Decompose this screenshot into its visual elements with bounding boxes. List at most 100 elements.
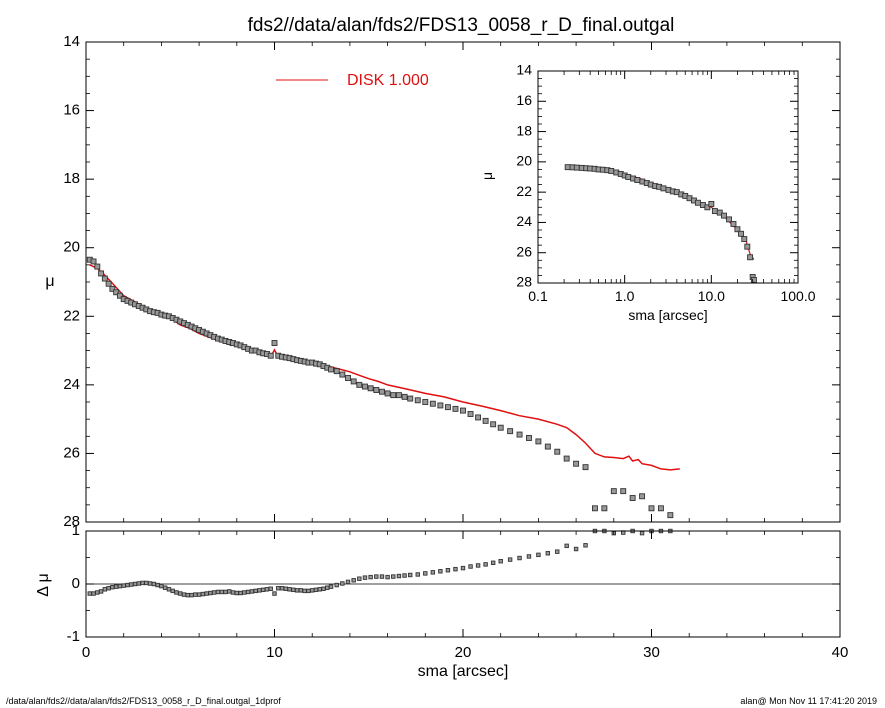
inset-y-tick-label: 20 [516, 153, 532, 169]
data-point [490, 421, 497, 428]
residual-point [178, 591, 183, 596]
data-point [460, 407, 466, 414]
residual-point [242, 590, 247, 595]
main-y-tick-label: 24 [63, 376, 80, 393]
inset-data-point [711, 208, 718, 215]
inset-y-axis-label: μ [479, 172, 495, 180]
inset-data-point [625, 174, 632, 180]
residual-y-tick-label: -1 [67, 628, 80, 645]
residual-point [321, 586, 326, 591]
data-point [429, 400, 436, 407]
residual-point [328, 584, 334, 589]
inset-data-point [708, 201, 715, 207]
residual-point [272, 591, 277, 596]
inset-y-tick-label: 14 [516, 62, 532, 78]
main-y-tick-label: 26 [63, 444, 80, 461]
residual-point [385, 574, 390, 580]
data-point [271, 340, 278, 346]
inset-data-points [564, 164, 757, 283]
data-point [378, 388, 385, 395]
residual-point [211, 590, 217, 595]
inset-data-point [694, 199, 701, 206]
main-y-tick-label: 18 [63, 170, 80, 187]
residual-point [475, 563, 481, 568]
main-y-axis-label: μ [45, 273, 54, 290]
data-point [544, 443, 551, 450]
residual-point [181, 592, 187, 597]
residual-point [374, 574, 379, 579]
residual-point [193, 592, 198, 597]
residual-point [147, 581, 153, 586]
data-point [639, 493, 646, 500]
residual-point [423, 571, 428, 576]
residual-point [294, 588, 300, 593]
inset-y-tick-label: 22 [516, 183, 532, 199]
residual-point [189, 592, 194, 598]
residual-point [87, 591, 92, 596]
residual-point [345, 579, 351, 585]
data-point [592, 505, 598, 512]
inset-x-tick-label: 100.0 [780, 288, 815, 304]
data-point [437, 402, 444, 409]
residual-point [583, 543, 588, 548]
inset-y-tick-label: 28 [516, 274, 532, 290]
inset-y-tick-label: 16 [516, 92, 532, 108]
data-point [582, 464, 589, 471]
residual-point [536, 552, 541, 558]
residual-point [507, 557, 513, 562]
data-point [601, 505, 608, 512]
data-point [657, 505, 664, 512]
inset-data-point [730, 220, 737, 227]
main-y-tick-label: 14 [63, 33, 80, 50]
data-point [573, 460, 580, 467]
residual-point [102, 587, 108, 592]
residual-point [249, 589, 255, 594]
data-point [333, 368, 340, 375]
residual-point [445, 568, 451, 573]
residual-point [223, 589, 228, 595]
data-point [648, 505, 655, 512]
data-point [384, 390, 391, 397]
residual-point [132, 581, 138, 587]
residual-point [227, 589, 232, 594]
residual-point [268, 586, 273, 591]
residual-point [517, 555, 522, 561]
data-point [109, 285, 116, 292]
inset-data-point [608, 167, 615, 174]
data-point [98, 270, 105, 277]
residual-point [125, 582, 130, 588]
data-point [90, 258, 97, 265]
residual-point [490, 560, 496, 565]
inset-data-point [726, 216, 732, 223]
data-point [113, 289, 120, 296]
residual-point [151, 581, 157, 587]
residual-point [362, 575, 368, 580]
inset-panel: 0.1 1.0 10.0 100.0 14 16 18 20 22 24 26 28 μ sma [a… [479, 62, 816, 323]
data-point [105, 280, 112, 287]
residual-point [351, 578, 356, 583]
residual-point [121, 583, 126, 588]
residual-point [279, 586, 285, 591]
residual-point [208, 590, 213, 596]
residual-panel: 0 10 20 30 40-101 Δ μ sma [arcsec] [35, 522, 848, 680]
inset-data-point [634, 177, 641, 183]
residual-point [402, 573, 407, 578]
residual-point [313, 587, 319, 593]
residual-point [334, 582, 339, 588]
data-point [535, 438, 542, 445]
data-point [452, 405, 459, 412]
residual-point [325, 585, 330, 590]
residual-point [639, 530, 645, 536]
residual-point [564, 543, 569, 549]
residual-x-tick-label: 30 [643, 644, 660, 661]
residual-point [379, 574, 385, 579]
residual-x-tick-label: 40 [832, 644, 849, 661]
residual-point [166, 587, 172, 592]
footer-file-path: /data/alan/fds2//data/alan/fds2/FDS13_00… [6, 696, 281, 706]
inset-data-point [721, 212, 727, 219]
residual-point [264, 587, 270, 592]
data-point [563, 455, 570, 462]
footer-user-timestamp: alan@ Mon Nov 11 17:41:20 2019 [740, 696, 877, 706]
residual-point [140, 580, 145, 586]
